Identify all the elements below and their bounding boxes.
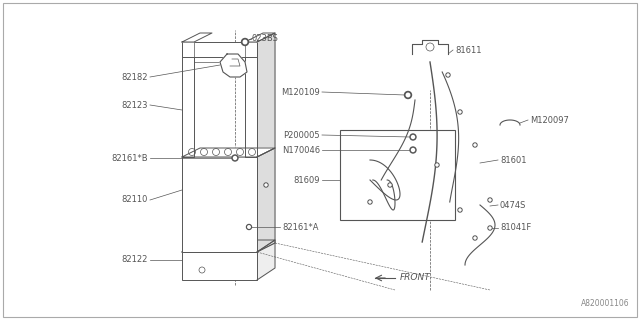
Circle shape	[458, 208, 462, 212]
Text: 0474S: 0474S	[500, 201, 526, 210]
Circle shape	[436, 164, 438, 166]
Circle shape	[232, 155, 238, 161]
Circle shape	[489, 227, 491, 229]
Text: M120097: M120097	[530, 116, 569, 124]
Circle shape	[474, 237, 476, 239]
Text: A820001106: A820001106	[581, 299, 630, 308]
Text: 82161*B: 82161*B	[111, 154, 148, 163]
Circle shape	[246, 225, 252, 229]
Polygon shape	[257, 240, 275, 280]
Circle shape	[369, 201, 371, 203]
Circle shape	[404, 92, 412, 99]
Circle shape	[488, 198, 492, 202]
Polygon shape	[412, 40, 448, 54]
Polygon shape	[182, 148, 275, 157]
Circle shape	[412, 135, 415, 139]
Circle shape	[265, 184, 267, 186]
Text: FRONT: FRONT	[400, 274, 431, 283]
Circle shape	[410, 134, 416, 140]
Circle shape	[458, 110, 462, 114]
Circle shape	[406, 93, 410, 97]
Polygon shape	[182, 33, 212, 42]
Circle shape	[435, 163, 439, 167]
Bar	[182, 252, 257, 280]
Text: 82110: 82110	[122, 196, 148, 204]
Bar	[182, 157, 257, 252]
Text: 82182: 82182	[122, 73, 148, 82]
Polygon shape	[220, 54, 247, 77]
Polygon shape	[257, 148, 275, 252]
Circle shape	[446, 73, 450, 77]
Circle shape	[473, 143, 477, 147]
Bar	[182, 42, 257, 57]
Text: N170046: N170046	[282, 146, 320, 155]
Circle shape	[474, 144, 476, 146]
Circle shape	[264, 183, 268, 187]
Circle shape	[243, 40, 247, 44]
Text: 81601: 81601	[500, 156, 527, 164]
Text: 82123: 82123	[122, 100, 148, 109]
Text: 81611: 81611	[455, 45, 481, 54]
Circle shape	[412, 148, 415, 151]
Bar	[182, 42, 194, 157]
Circle shape	[488, 226, 492, 230]
Text: 82122: 82122	[122, 255, 148, 265]
Circle shape	[368, 200, 372, 204]
Circle shape	[389, 184, 391, 186]
Circle shape	[241, 38, 248, 45]
Circle shape	[388, 183, 392, 187]
Circle shape	[248, 226, 250, 228]
Text: M120109: M120109	[281, 87, 320, 97]
Text: 81609: 81609	[294, 175, 320, 185]
Circle shape	[447, 74, 449, 76]
Circle shape	[459, 111, 461, 113]
Circle shape	[410, 147, 416, 153]
Text: P200005: P200005	[284, 131, 320, 140]
Polygon shape	[245, 33, 275, 42]
Circle shape	[459, 209, 461, 211]
Text: 023BS: 023BS	[252, 34, 279, 43]
Circle shape	[489, 199, 491, 201]
Circle shape	[473, 236, 477, 240]
Circle shape	[234, 156, 237, 159]
Text: 81041F: 81041F	[500, 223, 531, 233]
Bar	[245, 42, 257, 157]
Text: 82161*A: 82161*A	[282, 222, 319, 231]
Polygon shape	[257, 33, 275, 157]
Bar	[340, 130, 455, 220]
